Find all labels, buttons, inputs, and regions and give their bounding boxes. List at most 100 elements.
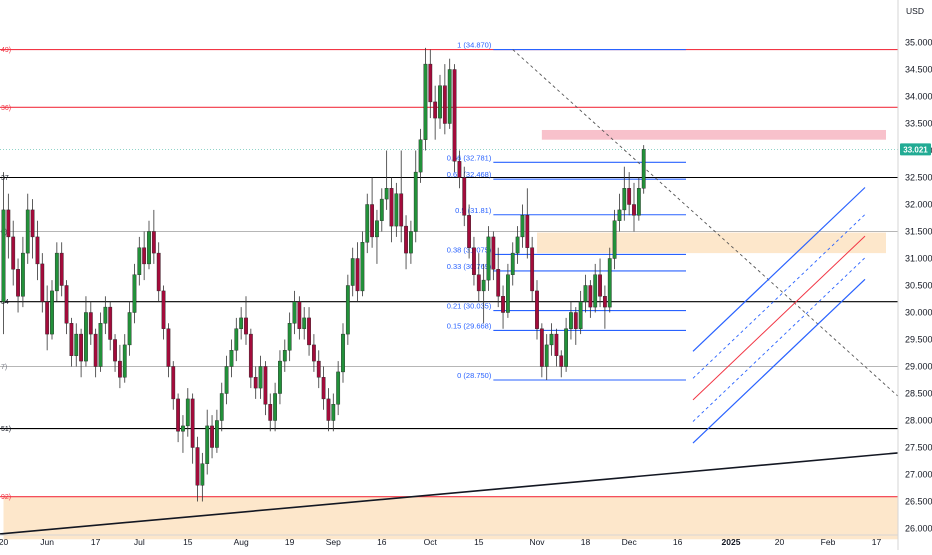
candle-body [617, 209, 622, 221]
candle [127, 301, 132, 356]
time-tick-label: Aug [234, 537, 249, 547]
candle [413, 150, 418, 243]
candle [559, 350, 564, 378]
fib-level-label: 0 (28.750) [457, 371, 492, 380]
candle-body [316, 360, 321, 378]
candle [142, 231, 147, 281]
candle [641, 145, 646, 194]
candle-body [11, 236, 16, 270]
price-axis[interactable]: 35.00034.50034.00033.50033.00032.50032.0… [897, 0, 932, 550]
candle [486, 226, 491, 291]
candle-body [166, 328, 171, 367]
candle-body [394, 193, 399, 227]
candle-body [331, 404, 336, 421]
time-axis[interactable]: 20 Jun 17 Jul 15 Aug 19 Sep 16 Oct 15 Nov 18 Dec 16 202… [0, 534, 898, 547]
candle [59, 242, 64, 297]
candle [117, 344, 122, 389]
candle-body [263, 366, 268, 405]
candle [84, 296, 88, 367]
candle [21, 236, 25, 308]
candle [442, 64, 447, 135]
candle [573, 307, 578, 345]
candle-body [515, 236, 520, 254]
channel-line [692, 187, 866, 352]
candle [462, 166, 467, 227]
candle [278, 350, 282, 405]
candle [171, 361, 176, 410]
candle [520, 204, 525, 248]
candle [433, 85, 438, 140]
price-tick-label: 30.000 [905, 308, 932, 318]
price-tick-label: 28.500 [905, 389, 932, 399]
candle-body [40, 263, 45, 302]
candle [113, 334, 117, 372]
candle-body [418, 139, 423, 173]
fib-level-label: 0.61 (32.468) [447, 170, 492, 179]
candle-body [224, 366, 229, 394]
candle [593, 263, 598, 313]
time-tick-label: 17 [91, 537, 101, 547]
zone-rect [537, 232, 886, 254]
candle-body [452, 69, 457, 162]
candle [423, 47, 428, 151]
candle-body [326, 398, 331, 421]
candle-body [195, 447, 200, 486]
candle [379, 188, 384, 232]
candle [268, 393, 273, 432]
candle [389, 177, 394, 243]
candle [200, 452, 205, 502]
channel-line [692, 278, 866, 444]
candle [103, 296, 108, 335]
candle-body [506, 274, 510, 313]
candle-body [64, 285, 69, 324]
candle-body [142, 247, 147, 265]
candle-body [59, 252, 64, 286]
candle-body [229, 350, 234, 367]
candle [583, 274, 588, 313]
candle-body [472, 247, 476, 275]
candle [321, 366, 326, 410]
candle-body [88, 312, 93, 335]
candle [40, 253, 45, 313]
candle [384, 150, 389, 210]
candle-body [399, 193, 404, 227]
candle [258, 355, 263, 399]
candle-body [350, 258, 355, 286]
candle [248, 328, 253, 389]
time-tick-label: Dec [622, 537, 638, 547]
candle-body [622, 188, 627, 211]
candle [45, 285, 50, 351]
candle [612, 209, 617, 270]
candle-body [35, 236, 40, 265]
price-tick-label: 30.500 [905, 281, 932, 291]
candle [341, 323, 345, 383]
channel-line [692, 257, 866, 422]
candle [64, 280, 69, 335]
candle-body [447, 69, 452, 124]
candle [74, 323, 79, 367]
candle-body [627, 188, 632, 205]
candle [472, 236, 476, 286]
candle-body [297, 301, 302, 329]
candle-body [278, 360, 282, 394]
candle [457, 150, 462, 189]
candle [428, 49, 433, 119]
candle-body [239, 317, 244, 329]
candle [219, 382, 224, 432]
candle [627, 172, 632, 216]
last-price-text: 33.021 [903, 145, 928, 154]
candle-body [74, 333, 79, 356]
candle [515, 226, 520, 264]
candle-body [321, 377, 326, 400]
candle [481, 263, 486, 324]
candle-body [481, 279, 486, 292]
candle-body [389, 188, 394, 227]
candle-body [345, 285, 350, 335]
candle [50, 280, 54, 340]
candle [501, 285, 505, 329]
level-edge-label: 92) [1, 494, 11, 501]
candle [496, 247, 501, 308]
